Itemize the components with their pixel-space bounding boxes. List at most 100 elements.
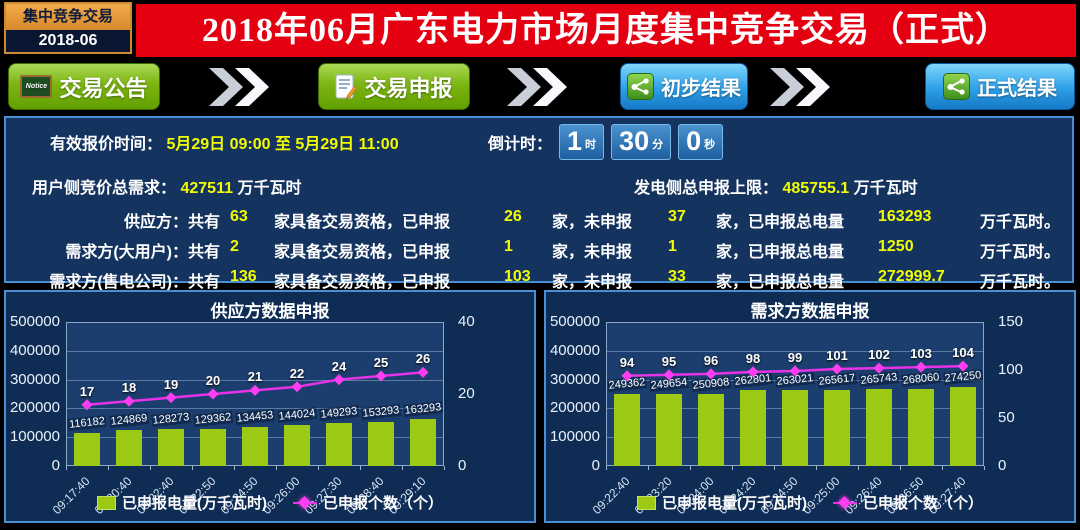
notice-board-icon: Notice (20, 75, 53, 98)
nav-button-label: 初步结果 (661, 78, 741, 100)
bar (614, 394, 640, 466)
party-row-supplier: 供应方：共有 63 家具备交易资格，已申报 26 家，未申报 37 家，已申报总… (24, 208, 1064, 232)
line-point-marker (957, 360, 969, 372)
session-badge-title: 集中竞争交易 (6, 4, 130, 30)
party-name: 需求方(售电公司) (49, 274, 172, 291)
bar (74, 432, 100, 466)
party-seg: 家具备交易资格，已申报 (274, 274, 451, 291)
bar (740, 390, 766, 466)
chart-title: 需求方数据申报 (750, 302, 870, 321)
legend-label: 已申报个数（个） (322, 495, 443, 512)
party-seg: 家，未申报 (552, 244, 633, 261)
party-row-large-user: 需求方(大用户)：共有 2 家具备交易资格，已申报 1 家，未申报 1 家，已申… (24, 238, 1064, 262)
y-axis-tick-label: 0 (51, 457, 60, 474)
line-swatch-icon (832, 497, 857, 509)
gen-side-cap-label: 发电侧总申报上限： (634, 180, 779, 197)
nav-button-official-result[interactable]: 正式结果 (925, 63, 1075, 110)
y-axis-tick-label: 0 (591, 457, 600, 474)
line-point-marker (249, 384, 261, 396)
nav-button-trade-notice[interactable]: Notice 交易公告 (8, 63, 160, 110)
nav-button-preliminary-result[interactable]: 初步结果 (620, 63, 748, 110)
line-point-label: 21 (247, 369, 263, 385)
line-point-marker (621, 370, 633, 382)
grid-line (67, 379, 443, 381)
user-side-demand-value: 427511 (180, 180, 233, 197)
line-point-label: 99 (787, 349, 803, 365)
bar (326, 423, 352, 466)
supplier-declaration-chart: 供应方数据申报 500000 400000 300000 200000 100000 0 4… (4, 290, 536, 523)
bar (698, 393, 724, 466)
y-axis-tick-label: 400000 (549, 341, 600, 359)
line-point-marker (165, 392, 177, 404)
y-axis-right-tick-label: 40 (458, 313, 475, 330)
party-seg: 家，已申报总电量 (716, 244, 845, 261)
y-axis-tick-label: 500000 (9, 313, 60, 330)
legend-item-bar: 已申报电量(万千瓦时) (96, 492, 267, 513)
countdown-minutes-unit: 分 (652, 139, 664, 151)
bar (284, 424, 310, 466)
countdown-hours-box: 1 时 (559, 124, 605, 160)
legend-label: 已申报电量(万千瓦时) (121, 495, 267, 512)
line-point-marker (291, 381, 303, 393)
party-energy: 1250 (878, 238, 914, 255)
line-point-label: 95 (661, 353, 677, 369)
countdown-seconds-unit: 秒 (704, 139, 716, 151)
session-badge-period: 2018-06 (38, 32, 98, 49)
x-axis-tick (150, 466, 151, 470)
line-point-label: 24 (331, 358, 347, 374)
document-pencil-icon (335, 74, 358, 100)
gen-side-cap-value: 485755.1 (782, 180, 850, 197)
x-axis-tick (900, 466, 901, 470)
x-axis-tick (234, 466, 235, 470)
line-point-marker (705, 368, 717, 380)
line-point-label: 18 (121, 380, 137, 396)
legend-label: 已申报个数（个） (862, 495, 983, 512)
legend-item-line: 已申报个数（个） (832, 492, 983, 513)
y-axis-tick-label: 200000 (9, 399, 60, 417)
countdown: 倒计时： 1 时 30 分 0 秒 (488, 124, 724, 160)
y-axis-tick-label: 100000 (9, 428, 60, 446)
x-axis-tick (360, 466, 361, 470)
line-point-label: 22 (289, 365, 305, 381)
y-axis-tick-label: 400000 (9, 341, 60, 359)
nav-button-label: 正式结果 (977, 78, 1057, 100)
y-axis-right-tick-label: 0 (998, 457, 1007, 474)
line-point-label: 20 (205, 373, 221, 388)
valid-quote-time: 有效报价时间： 5月29日 09:00 至 5月29日 11:00 (50, 130, 399, 154)
y-axis-tick-label: 300000 (549, 370, 600, 388)
bar (908, 388, 934, 466)
bar (200, 428, 226, 466)
nav-button-label: 交易公告 (59, 75, 148, 101)
share-result-icon (943, 73, 970, 100)
session-badge: 集中竞争交易 2018-06 (4, 2, 132, 54)
countdown-minutes: 30 (619, 126, 650, 156)
line-swatch-icon (292, 497, 317, 509)
nav-button-label: 交易申报 (364, 75, 453, 101)
nav-button-trade-declare[interactable]: 交易申报 (318, 63, 470, 110)
legend-item-line: 已申报个数（个） (292, 492, 443, 513)
bar (410, 418, 436, 466)
party-seg: 家具备交易资格，已申报 (274, 214, 451, 231)
x-axis-tick (444, 466, 445, 470)
legend-item-bar: 已申报电量(万千瓦时) (636, 492, 807, 513)
party-energy: 272999.7 (878, 268, 945, 285)
bar (866, 389, 892, 466)
x-axis-tick (648, 466, 649, 470)
party-seg: 万千瓦时。 (980, 214, 1061, 231)
y-axis-right-tick-label: 150 (998, 313, 1024, 330)
line-point-marker (915, 361, 927, 373)
x-axis-tick (276, 466, 277, 470)
y-axis-tick-label: 500000 (549, 313, 600, 330)
line-point-label: 25 (373, 355, 389, 370)
line-point-marker (831, 363, 843, 375)
party-declared: 1 (504, 238, 513, 255)
x-axis-tick (66, 466, 67, 470)
session-info-panel: 有效报价时间： 5月29日 09:00 至 5月29日 11:00 倒计时： 1… (4, 116, 1074, 291)
chevron-right-icon (207, 66, 275, 108)
line-point-marker (789, 365, 801, 377)
party-row-retail-company: 需求方(售电公司)：共有 136 家具备交易资格，已申报 103 家，未申报 3… (24, 268, 1064, 292)
bar-swatch-icon (636, 495, 656, 510)
party-seg: 家具备交易资格，已申报 (274, 244, 451, 261)
party-seg: ：共有 (171, 214, 220, 231)
